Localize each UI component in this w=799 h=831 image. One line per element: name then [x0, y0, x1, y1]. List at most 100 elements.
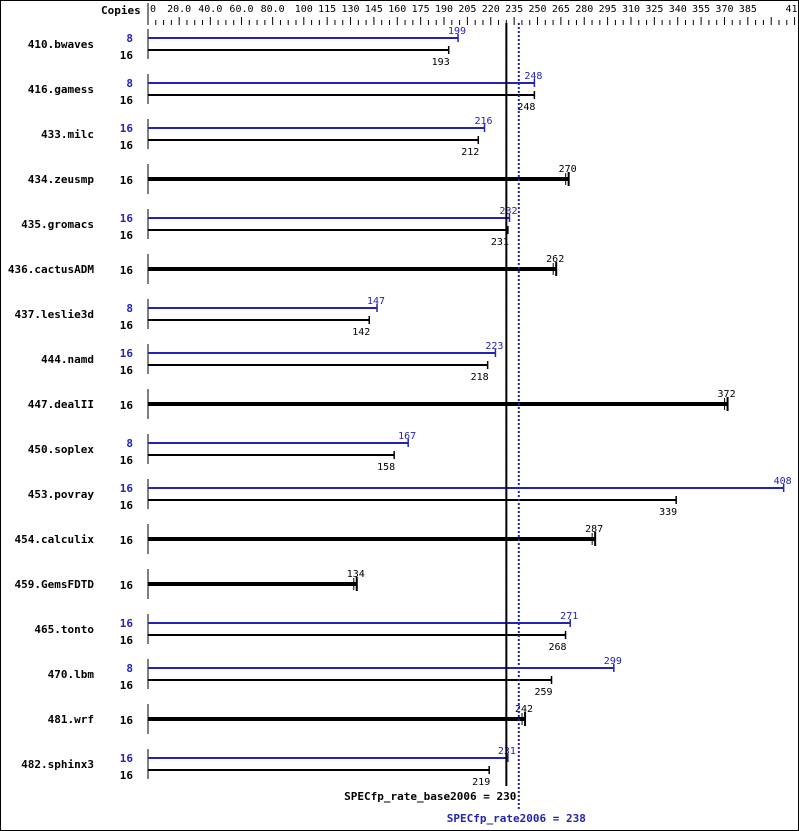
peak-value-label: 248	[524, 71, 542, 82]
tick-label: 115	[318, 4, 336, 15]
tick-label: 220	[482, 4, 500, 15]
tick-label: 265	[552, 4, 570, 15]
peak-copies-label: 16	[120, 617, 134, 630]
benchmark-label: 410.bwaves	[28, 38, 94, 51]
base-copies-label: 16	[120, 679, 134, 692]
copies-label: 16	[120, 579, 134, 592]
peak-copies-label: 8	[126, 32, 133, 45]
value-label: 134	[347, 569, 365, 580]
peak-value-label: 147	[367, 296, 385, 307]
base-value-label: 259	[534, 687, 552, 698]
value-label: 372	[718, 389, 736, 400]
base-value-label: 158	[377, 462, 395, 473]
benchmark-label: 481.wrf	[48, 713, 94, 726]
benchmark-label: 453.povray	[28, 488, 95, 501]
base-value-label: 268	[549, 642, 567, 653]
base-value-label: 219	[472, 777, 490, 788]
base-reference-label: SPECfp_rate_base2006 = 230	[344, 790, 516, 803]
base-copies-label: 16	[120, 769, 134, 782]
tick-label: 250	[528, 4, 546, 15]
benchmark-label: 447.dealII	[28, 398, 94, 411]
tick-label: 235	[505, 4, 523, 15]
peak-copies-label: 8	[126, 437, 133, 450]
benchmark-label: 434.zeusmp	[28, 173, 95, 186]
base-copies-label: 16	[120, 634, 134, 647]
value-label: 262	[546, 254, 564, 265]
tick-label: 325	[645, 4, 663, 15]
tick-label: 0	[150, 4, 156, 15]
benchmark-label: 470.lbm	[48, 668, 95, 681]
peak-copies-label: 8	[126, 302, 133, 315]
peak-value-label: 271	[560, 611, 578, 622]
base-copies-label: 16	[120, 229, 134, 242]
benchmark-label: 435.gromacs	[21, 218, 94, 231]
tick-label: 160	[388, 4, 406, 15]
peak-value-label: 408	[774, 476, 792, 487]
copies-header: Copies	[101, 4, 141, 17]
peak-copies-label: 16	[120, 347, 134, 360]
peak-copies-label: 16	[120, 212, 134, 225]
peak-value-label: 199	[448, 26, 466, 37]
base-copies-label: 16	[120, 139, 134, 152]
value-label: 287	[585, 524, 603, 535]
base-copies-label: 16	[120, 364, 134, 377]
peak-copies-label: 16	[120, 752, 134, 765]
tick-label: 20.0	[167, 4, 191, 15]
benchmark-label: 436.cactusADM	[8, 263, 94, 276]
copies-label: 16	[120, 714, 134, 727]
benchmark-label: 465.tonto	[34, 623, 94, 636]
copies-label: 16	[120, 534, 134, 547]
tick-label: 370	[715, 4, 733, 15]
tick-label: 60.0	[229, 4, 253, 15]
peak-value-label: 167	[398, 431, 416, 442]
peak-value-label: 223	[485, 341, 503, 352]
base-value-label: 231	[491, 237, 509, 248]
tick-label: 280	[575, 4, 593, 15]
benchmark-label: 459.GemsFDTD	[15, 578, 95, 591]
tick-label: 100	[295, 4, 313, 15]
peak-copies-label: 16	[120, 122, 134, 135]
tick-label: 130	[342, 4, 360, 15]
peak-copies-label: 16	[120, 482, 134, 495]
base-value-label: 339	[659, 507, 677, 518]
base-copies-label: 16	[120, 94, 134, 107]
tick-label: 190	[435, 4, 453, 15]
value-label: 242	[515, 704, 533, 715]
tick-label: 175	[412, 4, 430, 15]
base-value-label: 248	[517, 102, 535, 113]
tick-label: 80.0	[261, 4, 285, 15]
tick-label: 40.0	[198, 4, 222, 15]
benchmark-label: 454.calculix	[15, 533, 95, 546]
tick-label: 310	[622, 4, 640, 15]
tick-label: 295	[599, 4, 617, 15]
benchmark-label: 416.gamess	[28, 83, 94, 96]
tick-label: 340	[669, 4, 687, 15]
tick-label: 205	[458, 4, 476, 15]
base-copies-label: 16	[120, 454, 134, 467]
base-copies-label: 16	[120, 49, 134, 62]
peak-reference-label: SPECfp_rate2006 = 238	[447, 812, 586, 825]
base-copies-label: 16	[120, 319, 134, 332]
tick-label: 355	[692, 4, 710, 15]
base-value-label: 212	[461, 147, 479, 158]
tick-label: 385	[739, 4, 757, 15]
peak-copies-label: 8	[126, 77, 133, 90]
copies-label: 16	[120, 174, 134, 187]
tick-label: 415	[786, 4, 799, 15]
tick-label: 145	[365, 4, 383, 15]
peak-value-label: 216	[474, 116, 492, 127]
base-value-label: 193	[432, 57, 450, 68]
peak-value-label: 299	[604, 656, 622, 667]
base-value-label: 142	[352, 327, 370, 338]
benchmark-label: 444.namd	[41, 353, 94, 366]
benchmark-label: 433.milc	[41, 128, 94, 141]
benchmark-label: 437.leslie3d	[15, 308, 94, 321]
benchmark-label: 482.sphinx3	[21, 758, 94, 771]
peak-copies-label: 8	[126, 662, 133, 675]
copies-label: 16	[120, 399, 134, 412]
benchmark-label: 450.soplex	[28, 443, 95, 456]
peak-value-label: 232	[499, 206, 517, 217]
value-label: 270	[559, 164, 577, 175]
